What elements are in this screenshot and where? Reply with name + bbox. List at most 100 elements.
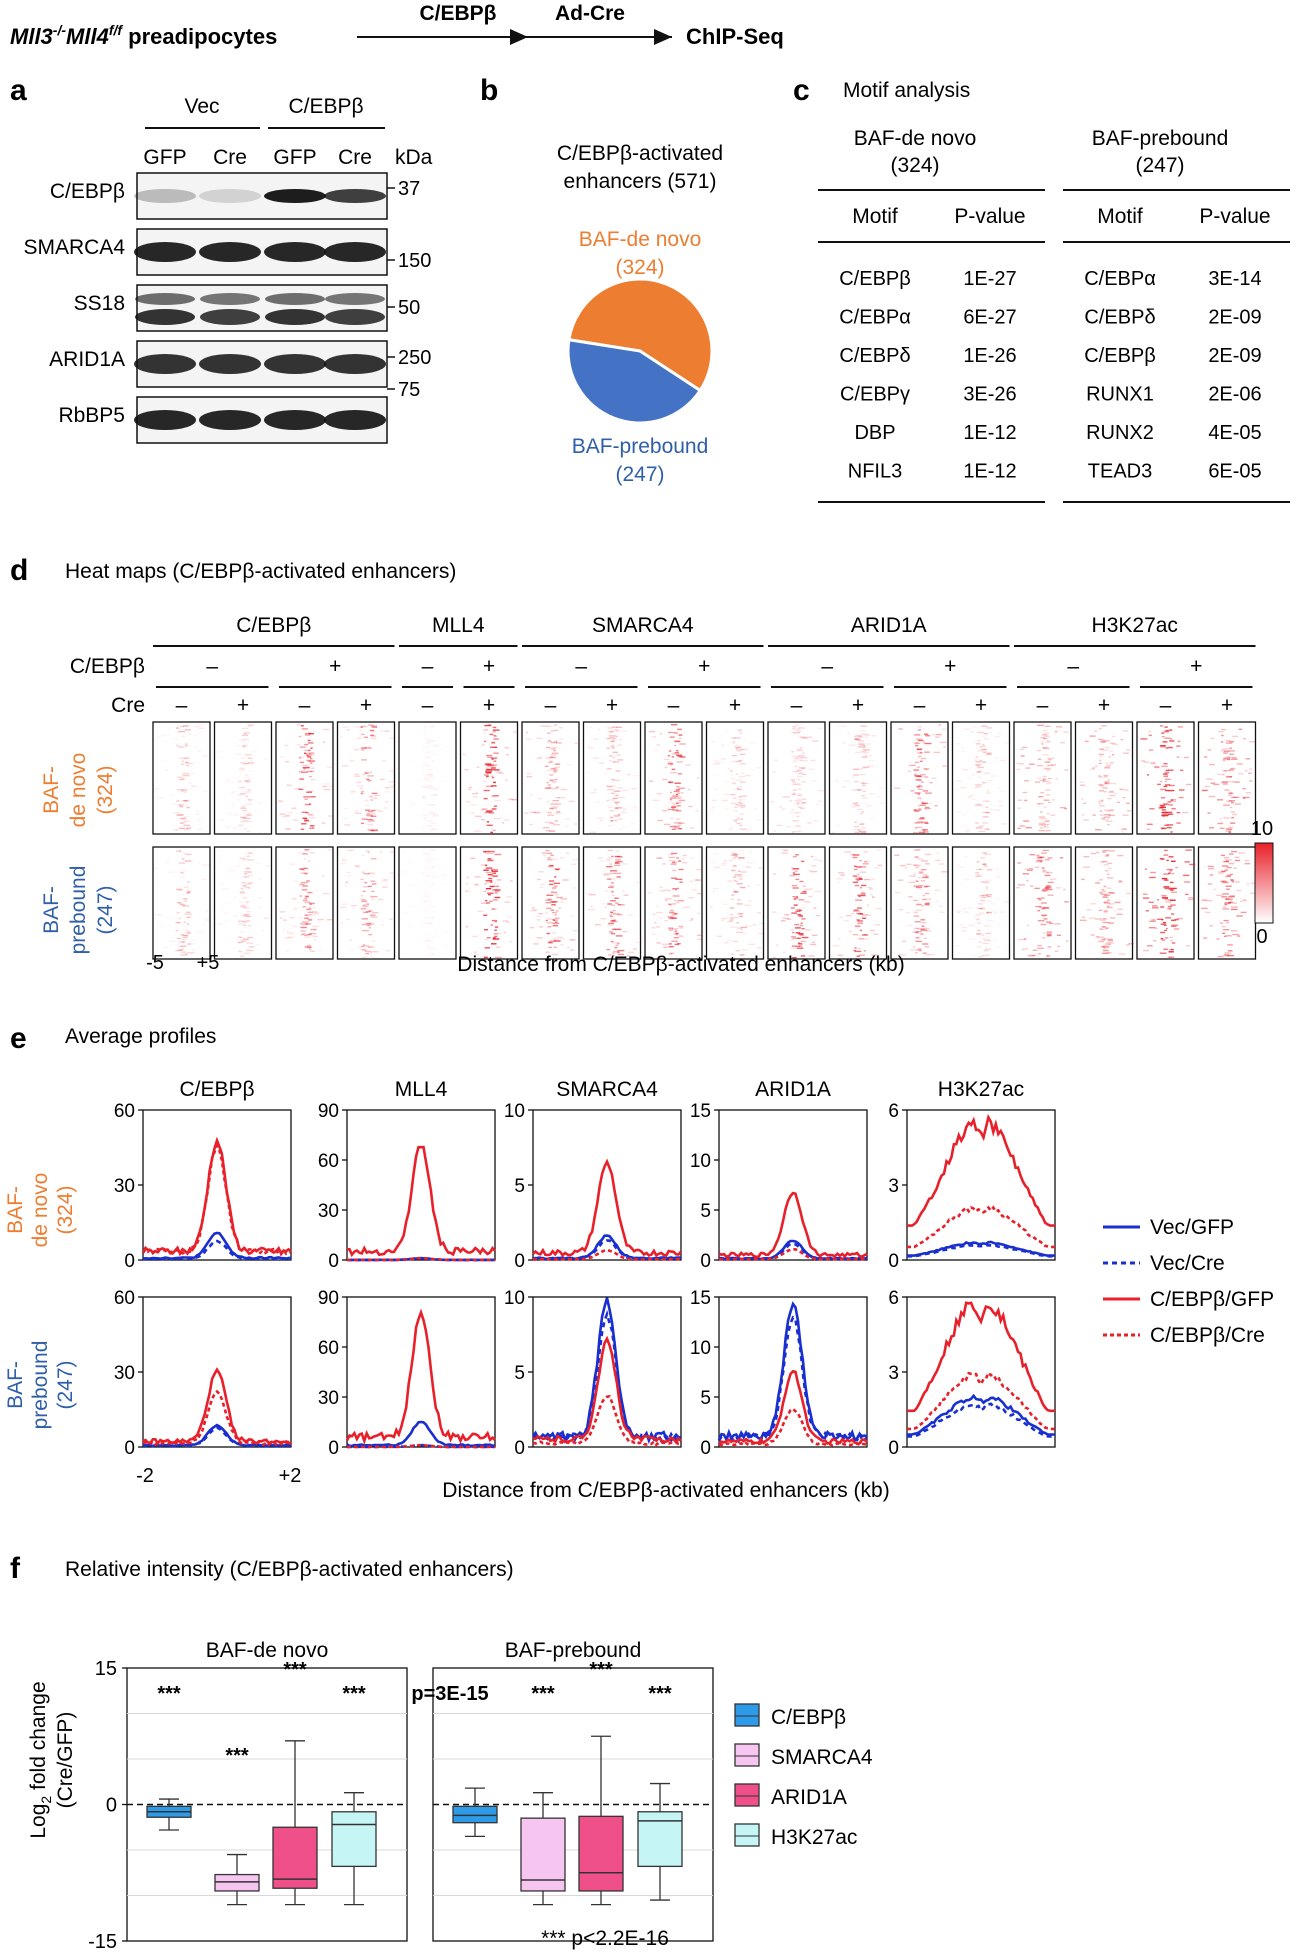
heatmap-mark bbox=[366, 814, 373, 816]
heatmap-mark bbox=[1165, 927, 1168, 930]
heatmap-mark bbox=[1108, 809, 1115, 811]
heatmap-mark bbox=[363, 911, 369, 913]
heatmap-mark bbox=[240, 816, 247, 818]
heatmap-mark bbox=[817, 790, 825, 792]
heatmap-mark bbox=[982, 937, 986, 939]
heatmap-mark bbox=[450, 849, 454, 850]
heatmap-mark bbox=[611, 920, 618, 923]
heatmap-mark bbox=[857, 907, 863, 909]
heatmap-mark bbox=[758, 922, 763, 925]
heatmap-mark bbox=[243, 763, 248, 765]
heatmap-mark bbox=[1146, 823, 1153, 825]
heatmap-mark bbox=[240, 931, 244, 933]
heatmap-mark bbox=[735, 747, 742, 749]
heatmap-mark bbox=[309, 817, 316, 819]
heatmap-mark bbox=[857, 935, 861, 937]
heatmap-mark bbox=[1209, 827, 1215, 829]
heatmap-mark bbox=[430, 849, 435, 851]
heatmap-mark bbox=[1056, 726, 1063, 728]
heatmap-mark bbox=[310, 796, 316, 798]
heatmap-mark bbox=[494, 926, 499, 928]
heatmap-mark bbox=[609, 737, 616, 739]
heatmap-mark bbox=[924, 903, 930, 905]
heatmap-mark bbox=[1144, 868, 1148, 870]
heatmap-mark bbox=[1118, 953, 1126, 955]
heatmap-mark bbox=[1092, 814, 1096, 816]
heatmap-mark bbox=[344, 885, 348, 887]
profile-line-c-ebp--gfp bbox=[907, 1301, 1055, 1413]
heatmap-mark bbox=[1229, 806, 1232, 809]
heatmap-mark bbox=[613, 919, 617, 921]
heatmap-mark bbox=[1028, 867, 1034, 870]
heatmap-mark bbox=[1103, 809, 1108, 811]
heatmap-mark bbox=[1144, 761, 1150, 763]
heatmap-mark bbox=[1171, 891, 1178, 893]
heatmap-mark bbox=[736, 883, 743, 885]
heatmap-mark bbox=[367, 923, 374, 925]
heatmap-mark bbox=[913, 911, 918, 913]
profile-ytick-label: 0 bbox=[124, 1251, 135, 1272]
heatmap-mark bbox=[1107, 877, 1114, 879]
heatmap-mark bbox=[311, 906, 317, 909]
heatmap-mark bbox=[801, 767, 806, 770]
heatmap-mark bbox=[367, 724, 374, 726]
heatmap-mark bbox=[683, 906, 690, 909]
legend-label: Vec/Cre bbox=[1150, 1252, 1225, 1275]
heatmap-mark bbox=[984, 828, 991, 830]
heatmap-mark bbox=[998, 732, 1002, 734]
heatmap-mark bbox=[980, 857, 986, 859]
heatmap-mark bbox=[422, 894, 428, 895]
heatmap-mark bbox=[202, 924, 205, 926]
heatmap-mark bbox=[799, 945, 803, 947]
heatmap-mark bbox=[966, 828, 971, 831]
heatmap-mark bbox=[181, 777, 184, 780]
heatmap-mark bbox=[810, 870, 817, 873]
heatmap-mark bbox=[1105, 765, 1111, 768]
profile-line-vec-gfp bbox=[717, 1301, 868, 1443]
heatmap-mark bbox=[355, 810, 359, 812]
heatmap-mark bbox=[175, 943, 181, 945]
heatmap-mark bbox=[674, 930, 677, 932]
heatmap-mark bbox=[860, 730, 866, 732]
heatmap-mark bbox=[736, 822, 741, 825]
heatmap-mark bbox=[857, 922, 863, 924]
heatmap-mark bbox=[300, 725, 304, 727]
heatmap-mark bbox=[1224, 869, 1228, 871]
heatmap-mark bbox=[357, 781, 362, 783]
heatmap-mark bbox=[736, 818, 743, 821]
heatmap-mark bbox=[248, 859, 254, 861]
heatmap-mark bbox=[674, 782, 681, 784]
heatmap-mark bbox=[488, 824, 491, 827]
heatmap-mark bbox=[1041, 852, 1047, 854]
heatmap-mark bbox=[982, 942, 989, 945]
heatmap-mark bbox=[234, 735, 238, 736]
heatmap-mark bbox=[617, 913, 623, 916]
heatmap-mark bbox=[880, 725, 883, 728]
heatmap-mark bbox=[907, 924, 913, 927]
heatmap-mark bbox=[491, 870, 499, 872]
heatmap-mark bbox=[612, 942, 620, 944]
heatmap-mark bbox=[935, 900, 939, 903]
heatmap-mark bbox=[552, 925, 558, 927]
heatmap-mark bbox=[894, 854, 900, 856]
heatmap-mark bbox=[1240, 911, 1247, 914]
heatmap-mark bbox=[536, 919, 541, 921]
heatmap-mark bbox=[491, 943, 497, 945]
heatmap-mark bbox=[1102, 921, 1110, 924]
heatmap-mark bbox=[302, 853, 308, 855]
box-smarca4 bbox=[214, 1873, 260, 1892]
heatmap-mark bbox=[1153, 940, 1157, 942]
heatmap-mark bbox=[845, 914, 852, 917]
profile-line-vec-cre bbox=[907, 1243, 1055, 1258]
heatmap-mark bbox=[995, 757, 998, 759]
heatmap-mark bbox=[978, 776, 981, 778]
heatmap-mark bbox=[242, 762, 249, 765]
heatmap-mark bbox=[1098, 800, 1104, 802]
heatmap-mark bbox=[1148, 734, 1152, 737]
heatmap-mark bbox=[977, 740, 981, 742]
heatmap-mark bbox=[791, 831, 794, 834]
heatmap-mark bbox=[491, 867, 494, 869]
heatmap-mark bbox=[855, 738, 859, 740]
heatmap-mark bbox=[243, 885, 246, 887]
heatmap-mark bbox=[616, 942, 620, 945]
